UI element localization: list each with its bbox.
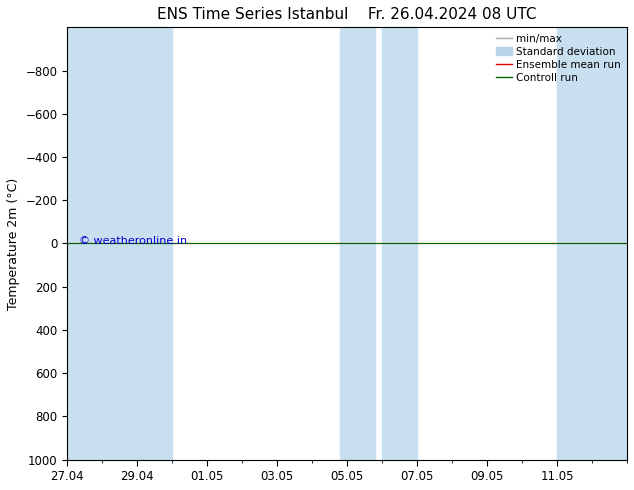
Bar [340,27,375,460]
Title: ENS Time Series Istanbul    Fr. 26.04.2024 08 UTC: ENS Time Series Istanbul Fr. 26.04.2024 … [157,7,537,22]
Bar [138,27,172,460]
Bar [67,27,138,460]
Legend: min/max, Standard deviation, Ensemble mean run, Controll run: min/max, Standard deviation, Ensemble me… [492,29,625,87]
Text: © weatheronline.in: © weatheronline.in [79,236,186,246]
Bar [382,27,417,460]
Y-axis label: Temperature 2m (°C): Temperature 2m (°C) [7,177,20,310]
Bar [557,27,627,460]
